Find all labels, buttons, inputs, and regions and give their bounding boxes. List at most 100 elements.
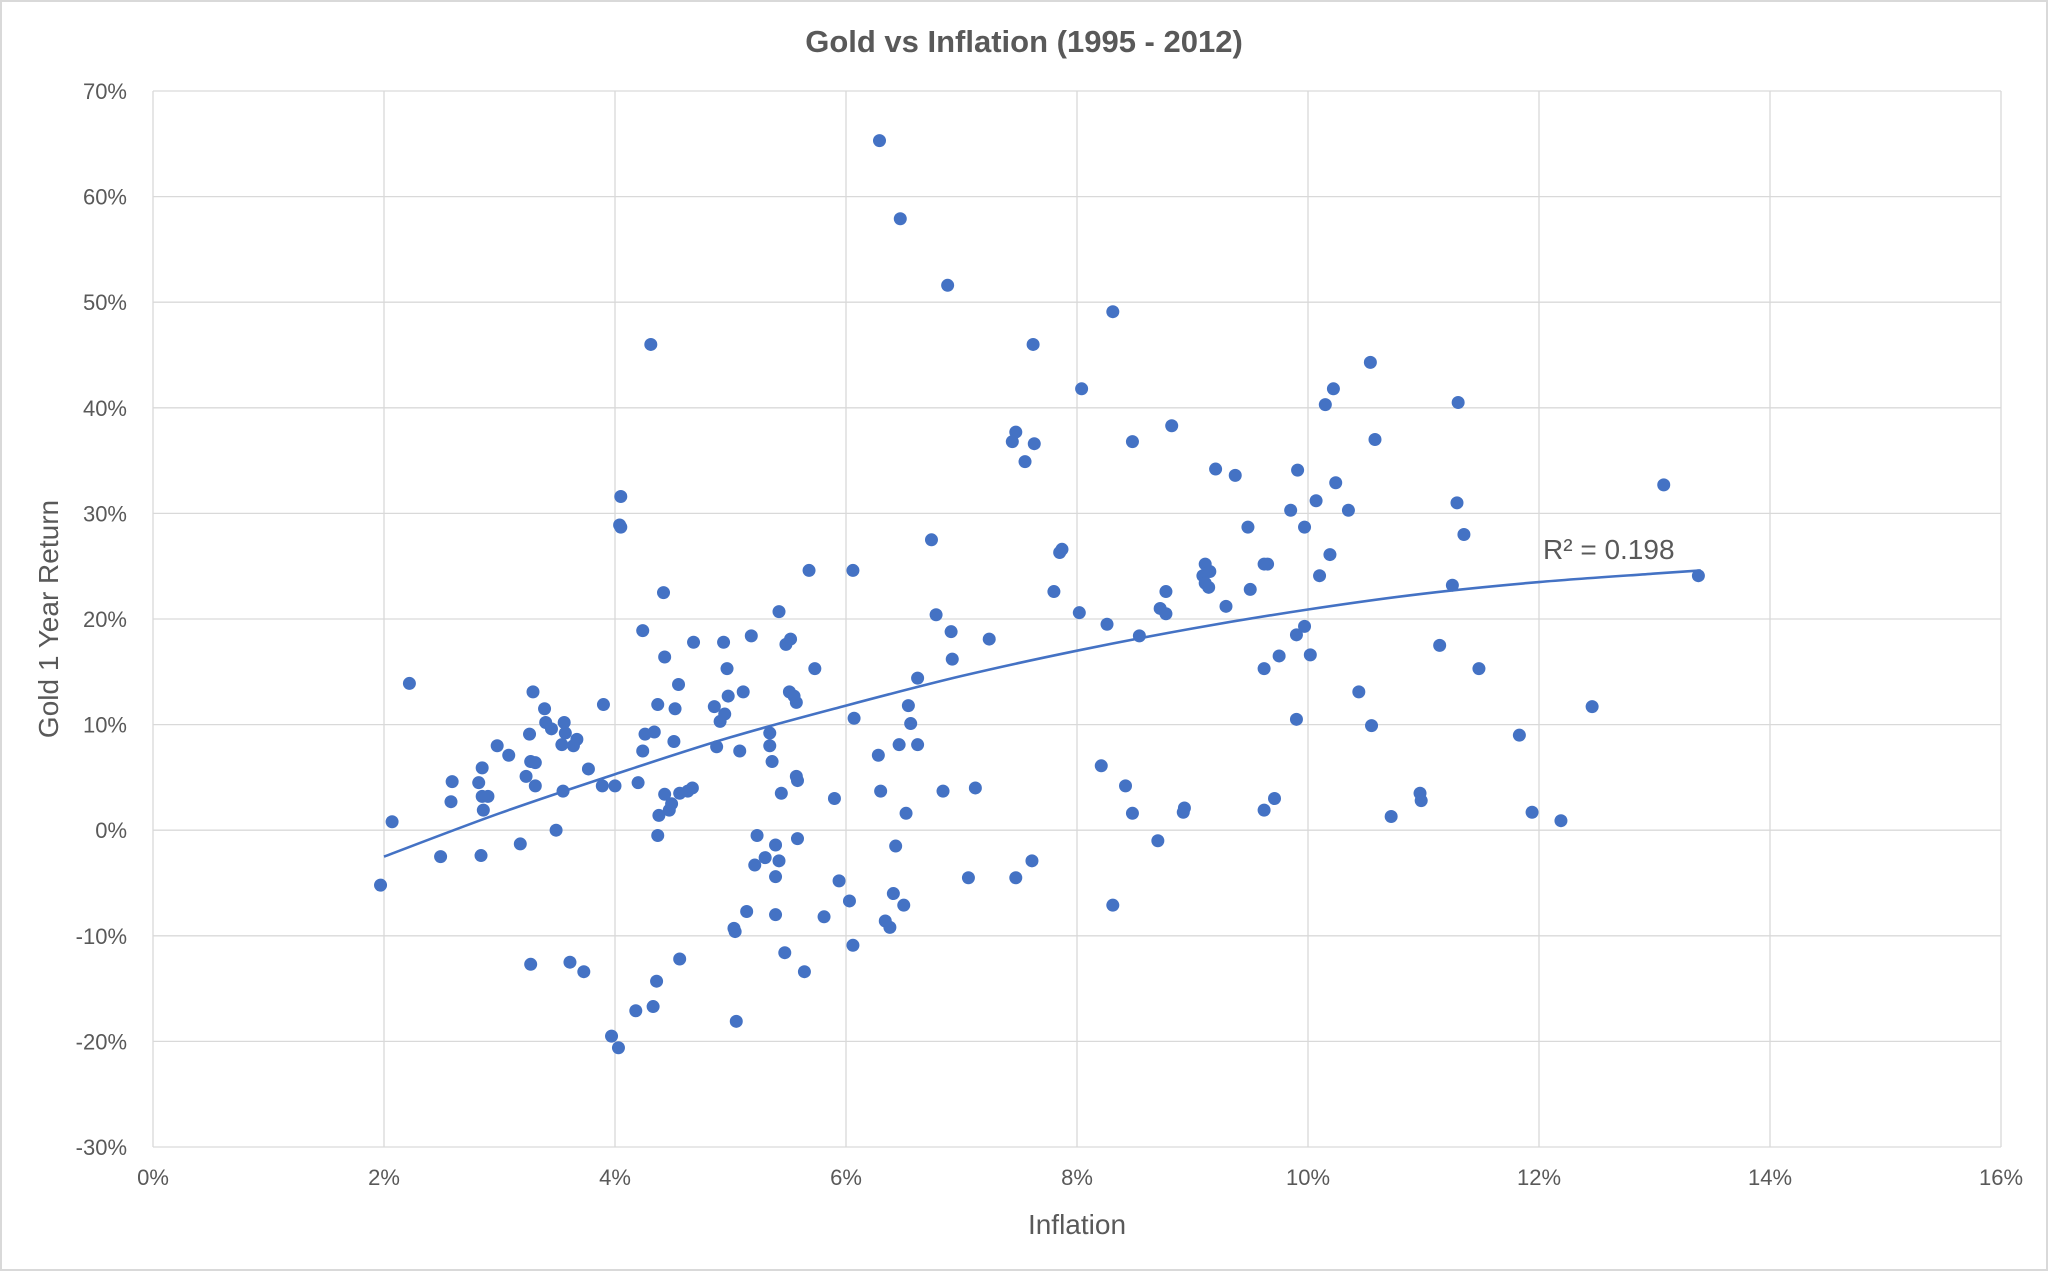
y-tick-label: 0% [95,818,127,843]
data-point [608,779,622,793]
data-point [847,711,861,725]
data-point [1303,648,1317,662]
data-point [1445,578,1459,592]
x-axis-title: Inflation [1028,1209,1126,1240]
data-point [523,727,537,741]
data-point [901,699,915,713]
data-point [595,779,609,793]
data-point [636,744,650,758]
data-point [629,1004,643,1018]
data-point [513,837,527,851]
data-point [475,761,489,775]
data-point [721,689,735,703]
data-point [544,722,558,736]
data-point [763,726,777,740]
data-point [685,781,699,795]
data-point [1329,476,1343,490]
data-point [1018,455,1032,469]
data-point [904,717,918,731]
data-point [1554,814,1568,828]
data-point [1241,520,1255,534]
data-point [444,795,458,809]
x-tick-label: 8% [1061,1165,1093,1190]
data-point [924,533,938,547]
data-point [808,662,822,676]
data-point [528,756,542,770]
data-point [672,677,686,691]
data-point [673,952,687,966]
x-tick-label: 0% [137,1165,169,1190]
data-point [892,738,906,752]
data-point [1106,898,1120,912]
data-point [1365,719,1379,733]
data-point [614,490,628,504]
data-point [1384,809,1398,823]
data-point [1151,834,1165,848]
y-tick-label: 20% [83,607,127,632]
y-tick-label: 30% [83,501,127,526]
data-point [1100,617,1114,631]
data-point [748,858,762,872]
data-point [778,946,792,960]
data-point [490,739,504,753]
data-point [605,1029,619,1043]
gridlines [152,90,2002,1148]
data-point [1368,432,1382,446]
data-point [1125,435,1139,449]
data-point [789,695,803,709]
x-tick-label: 4% [599,1165,631,1190]
data-point [665,797,679,811]
data-point [1525,805,1539,819]
data-point [1094,759,1108,773]
data-point [1326,382,1340,396]
data-point [944,625,958,639]
data-point [733,744,747,758]
data-point [1451,396,1465,410]
data-point [883,920,897,934]
r-squared-label: R² = 0.198 [1543,534,1675,565]
data-point [538,702,552,716]
x-tick-label: 2% [368,1165,400,1190]
y-tick-label: 50% [83,290,127,315]
data-point [596,698,610,712]
data-point [434,850,448,864]
data-point [772,854,786,868]
data-point [886,887,900,901]
data-point [1027,437,1041,451]
y-tick-label: -20% [76,1029,127,1054]
data-point [668,702,682,716]
data-point [740,905,754,919]
data-point [710,740,724,754]
data-point [658,650,672,664]
data-point [555,738,569,752]
data-point [842,894,856,908]
data-point [769,870,783,884]
data-point [802,563,816,577]
data-point [929,608,943,622]
data-point [893,212,907,226]
data-point [502,748,516,762]
data-point [1289,628,1303,642]
data-point [1512,728,1526,742]
data-point [1450,496,1464,510]
data-point [1009,425,1023,439]
trendline [383,569,1701,858]
data-point [667,734,681,748]
data-point [1257,803,1271,817]
data-point [524,957,538,971]
x-tick-label: 16% [1979,1165,2023,1190]
data-point [1457,528,1471,542]
data-point [1132,629,1146,643]
data-point [1075,382,1089,396]
data-point [472,776,486,790]
data-point [1298,619,1312,633]
data-point [374,878,388,892]
data-point [718,707,732,721]
data-point [774,786,788,800]
data-point [846,938,860,952]
data-point [1159,607,1173,621]
data-point [1025,854,1039,868]
data-point [707,700,721,714]
data-point [1352,685,1366,699]
data-point [1202,580,1216,594]
